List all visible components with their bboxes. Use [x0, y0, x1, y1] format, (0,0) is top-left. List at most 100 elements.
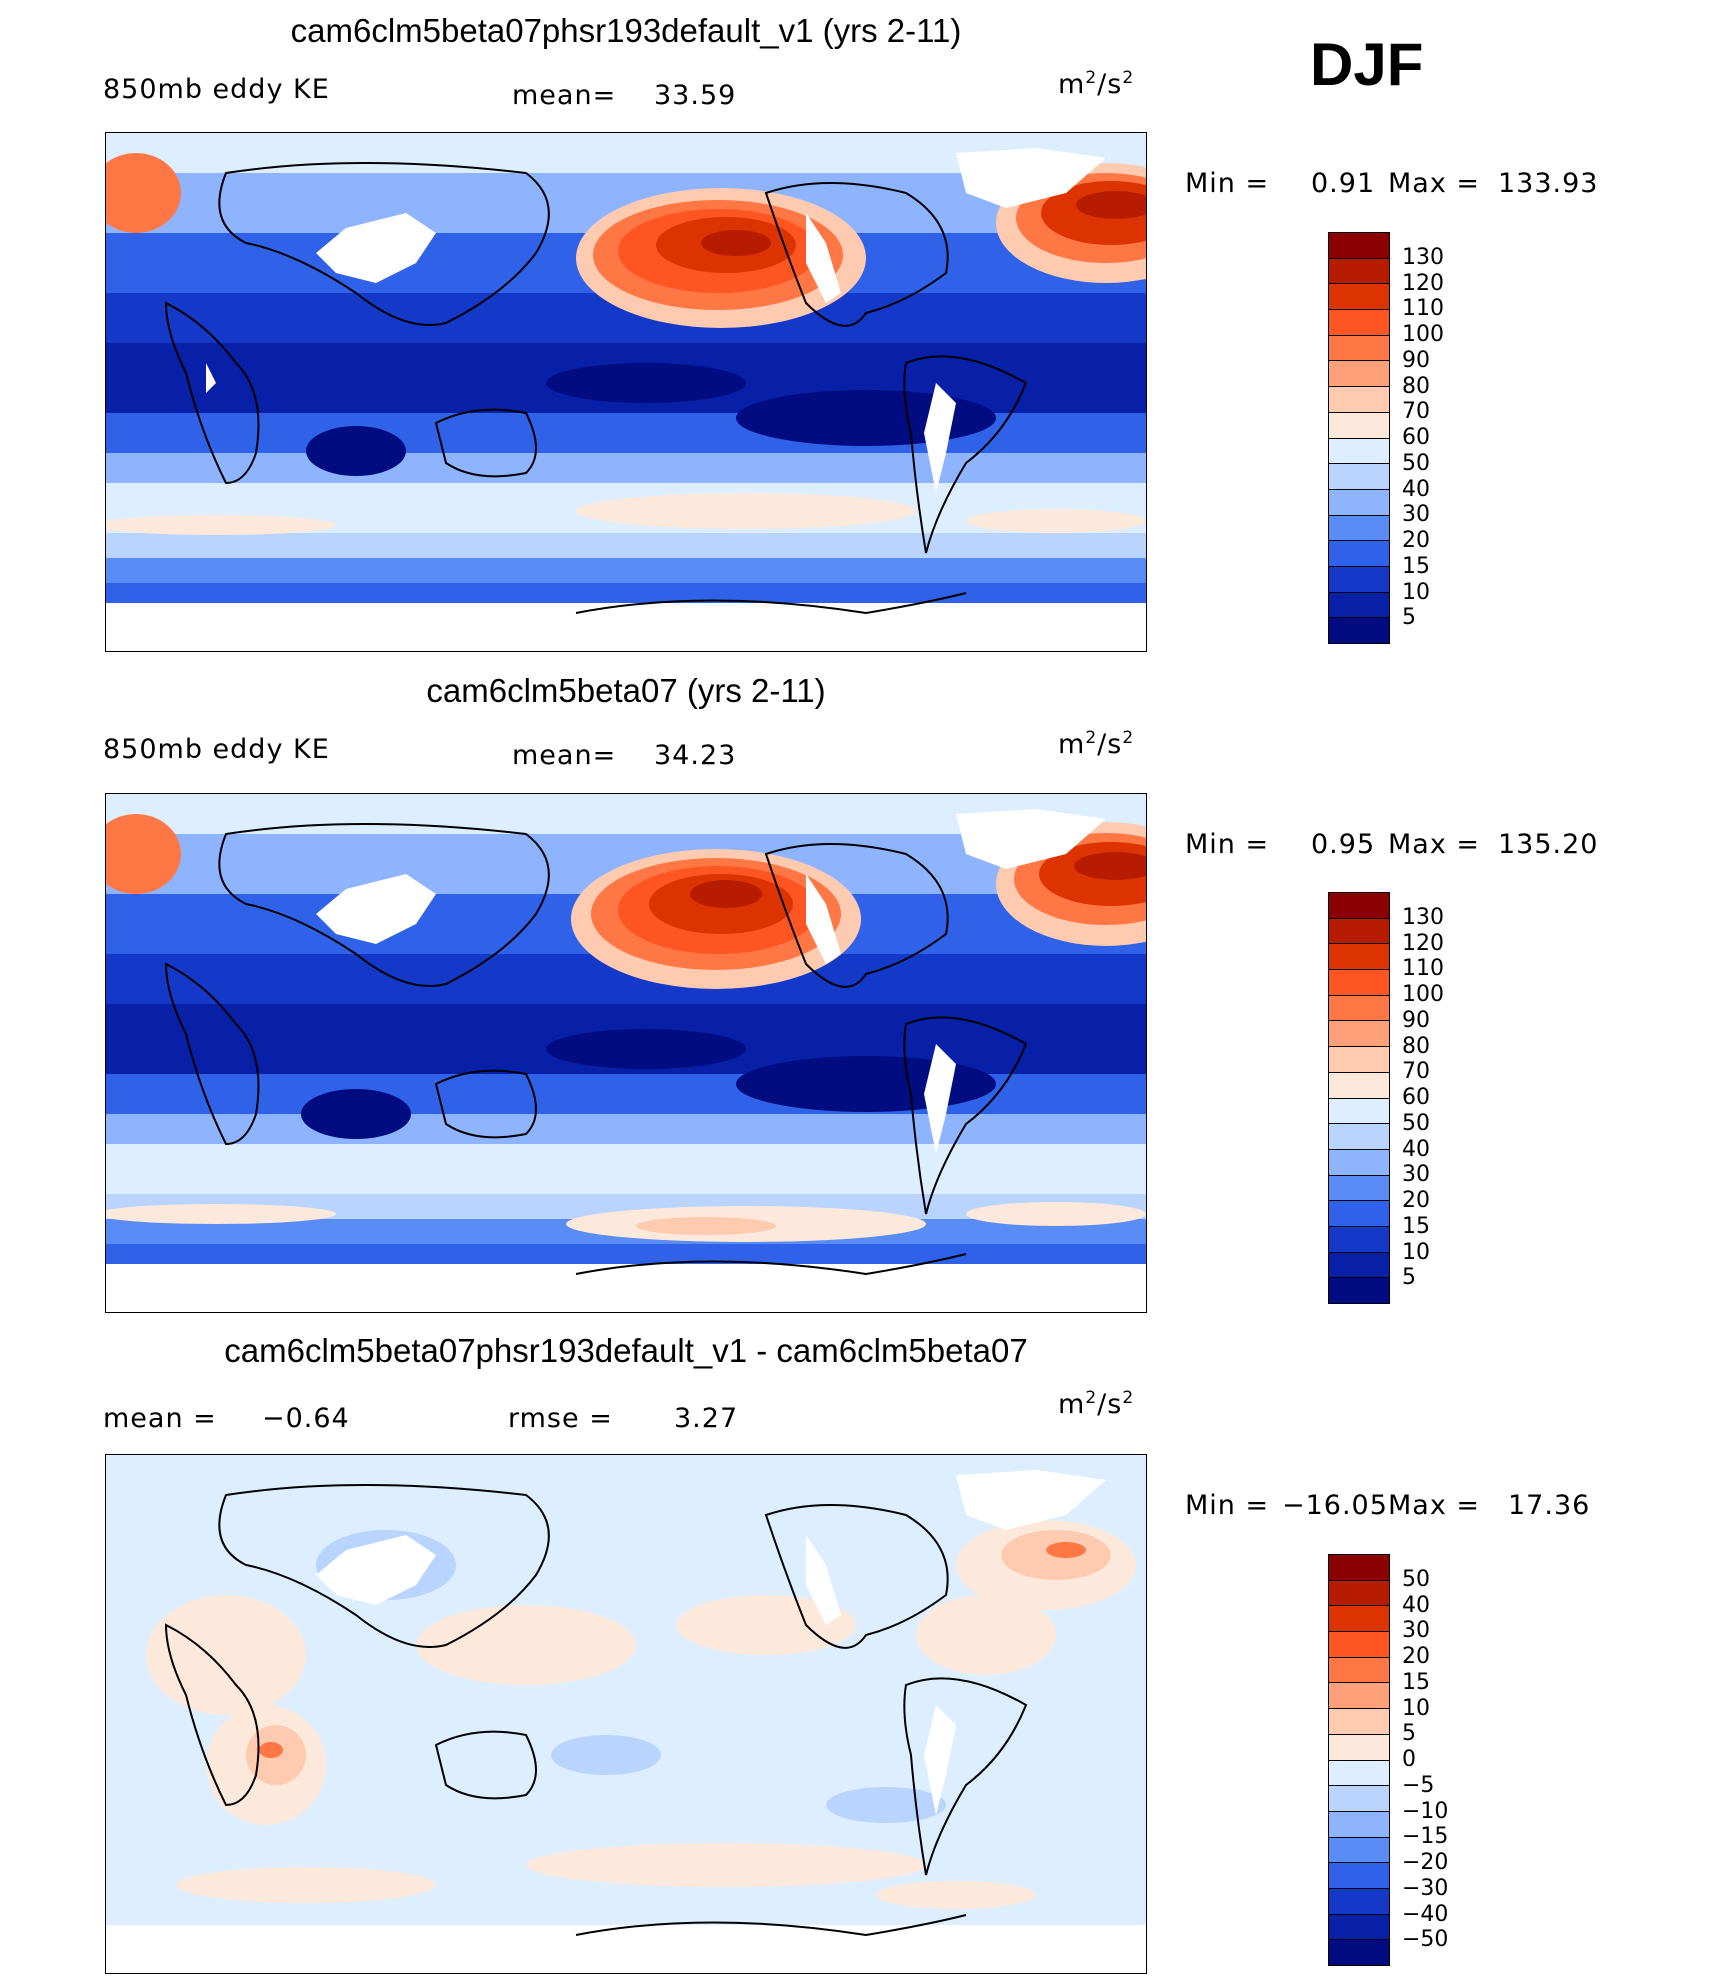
- panel2-colorbar-tick-label: 5: [1402, 1265, 1416, 1291]
- panel1-colorbar-swatch: [1329, 284, 1389, 311]
- panel2-colorbar-tick-label: 100: [1402, 982, 1444, 1007]
- panel3-colorbar-swatch: [1329, 1837, 1389, 1864]
- panel1-colorbar-tick-label: 20: [1402, 528, 1430, 553]
- panel2-title: cam6clm5beta07 (yrs 2-11): [426, 672, 826, 709]
- panel3-colorbar-swatch: [1329, 1606, 1389, 1633]
- panel1-colorbar-swatch: [1329, 592, 1389, 619]
- panel3-mean-value: −0.64: [262, 1403, 350, 1434]
- panel3-colorbar-swatch: [1329, 1760, 1389, 1787]
- panel3-colorbar-tick-label: 15: [1402, 1669, 1430, 1695]
- panel2-min-label: Min =: [1185, 829, 1270, 860]
- panel1-colorbar-labels: 130 120 110 100 90 80 70 60 50 40 30 20 15 10 5: [1402, 232, 1482, 644]
- panel1-colorbar-tick-label: 120: [1402, 270, 1444, 296]
- panel1-colorbar-swatch: [1329, 438, 1389, 465]
- panel1-colorbar-tick-label: 5: [1402, 605, 1416, 631]
- panel1-colorbar-tick-label: 130: [1402, 244, 1444, 270]
- panel2-colorbar-tick-label: 80: [1402, 1033, 1430, 1059]
- panel2-colorbar-tick-label: 10: [1402, 1239, 1430, 1265]
- panel3-colorbar-tick-label: −40: [1402, 1901, 1449, 1927]
- panel3-colorbar-tick-label: 0: [1402, 1747, 1416, 1772]
- panel1-colorbar-swatch: [1329, 258, 1389, 285]
- panel1-title: cam6clm5beta07phsr193default_v1 (yrs 2-1…: [290, 12, 962, 49]
- panel3-colorbar-swatch: [1329, 1863, 1389, 1889]
- panel2-colorbar-swatch: [1329, 1252, 1389, 1279]
- panel2-colorbar-swatch: [1329, 1072, 1389, 1099]
- panel3-colorbar-swatch: [1329, 1657, 1389, 1684]
- panel3-title: cam6clm5beta07phsr193default_v1 - cam6cl…: [224, 1332, 1028, 1369]
- panel1-colorbar-tick-label: 10: [1402, 579, 1430, 605]
- panel1-mean-label: mean=: [512, 80, 617, 111]
- panel1-colorbar-tick-label: 90: [1402, 347, 1430, 373]
- panel3-max-label: Max =: [1388, 1490, 1481, 1521]
- panel1-colorbar-swatch: [1329, 233, 1389, 259]
- panel1-max-label: Max =: [1388, 168, 1481, 199]
- panel3-colorbar-swatch: [1329, 1940, 1389, 1965]
- panel1-colorbar-tick-label: 60: [1402, 425, 1430, 450]
- panel3-colorbar-swatch: [1329, 1709, 1389, 1735]
- panel2-colorbar-swatch: [1329, 1098, 1389, 1125]
- panel3-field: [106, 1455, 1146, 1973]
- panel3-colorbar-tick-label: 5: [1402, 1721, 1416, 1747]
- panel1-colorbar-swatch: [1329, 335, 1389, 362]
- panel3-rmse-value: 3.27: [674, 1403, 739, 1434]
- panel2-max-value: 135.20: [1498, 829, 1599, 860]
- panel1-map: [105, 132, 1147, 652]
- panel1-colorbar-swatch: [1329, 489, 1389, 516]
- panel2-mean-value: 34.23: [654, 740, 737, 771]
- panel2-colorbar-tick-label: 70: [1402, 1059, 1430, 1085]
- panel1-colorbar-tick-label: 80: [1402, 373, 1430, 399]
- panel1-colorbar-swatch: [1329, 515, 1389, 542]
- panel1-max-value: 133.93: [1498, 168, 1599, 199]
- panel1-colorbar-swatch: [1329, 541, 1389, 567]
- panel1-colorbar-tick-label: 70: [1402, 399, 1430, 425]
- panel3-colorbar-tick-label: −10: [1402, 1798, 1449, 1824]
- panel3-colorbar-tick-label: −30: [1402, 1875, 1449, 1901]
- panel2-units: m2/s2: [1058, 728, 1135, 760]
- panel3-colorbar-tick-label: 20: [1402, 1644, 1430, 1669]
- panel1-units: m2/s2: [1058, 68, 1135, 100]
- panel1-colorbar-tick-label: 15: [1402, 553, 1430, 579]
- panel2-colorbar-tick-label: 90: [1402, 1007, 1430, 1033]
- panel1-colorbar-tick-label: 40: [1402, 476, 1430, 502]
- panel1-colorbar-swatch: [1329, 387, 1389, 413]
- panel2-colorbar-tick-label: 110: [1402, 956, 1444, 982]
- panel3-colorbar-swatch: [1329, 1580, 1389, 1607]
- panel1-variable-label: 850mb eddy KE: [103, 74, 330, 105]
- panel3-colorbar-labels: 50 40 30 20 15 10 5 0 −5 −10 −15 −20 −30 −40 −50: [1402, 1554, 1482, 1966]
- panel2-colorbar-tick-label: 15: [1402, 1213, 1430, 1239]
- panel3-colorbar-swatch: [1329, 1734, 1389, 1761]
- panel2-colorbar-swatch: [1329, 1021, 1389, 1048]
- panel2-map: [105, 793, 1147, 1313]
- panel3-colorbar-tick-label: −20: [1402, 1850, 1449, 1875]
- panel3-rmse-label: rmse =: [508, 1403, 613, 1434]
- panel3-colorbar-swatch: [1329, 1632, 1389, 1658]
- panel2-colorbar-swatch: [1329, 1175, 1389, 1202]
- panel1-colorbar-swatch: [1329, 618, 1389, 643]
- panel1-min-label: Min =: [1185, 168, 1270, 199]
- panel2-colorbar-tick-label: 130: [1402, 904, 1444, 930]
- panel2-colorbar-swatch: [1329, 918, 1389, 945]
- panel3-colorbar-tick-label: 40: [1402, 1592, 1430, 1618]
- panel2-colorbar-labels: 130 120 110 100 90 80 70 60 50 40 30 20 15 10 5: [1402, 892, 1482, 1304]
- panel3-mean-label: mean =: [103, 1403, 217, 1434]
- panel2-colorbar-swatch: [1329, 970, 1389, 996]
- panel2-colorbar-swatch: [1329, 1278, 1389, 1303]
- panel3-colorbar-swatch: [1329, 1555, 1389, 1581]
- panel1-colorbar-swatch: [1329, 464, 1389, 490]
- panel2-max-label: Max =: [1388, 829, 1481, 860]
- panel2-colorbar: [1328, 892, 1390, 1304]
- panel2-min-value: 0.95: [1311, 829, 1376, 860]
- panel2-colorbar-tick-label: 20: [1402, 1188, 1430, 1213]
- panel3-colorbar-swatch: [1329, 1786, 1389, 1812]
- panel2-colorbar-swatch: [1329, 1201, 1389, 1227]
- panel1-colorbar-swatch: [1329, 310, 1389, 336]
- panel2-mean-label: mean=: [512, 740, 617, 771]
- panel3-colorbar-tick-label: 10: [1402, 1695, 1430, 1721]
- panel2-colorbar-swatch: [1329, 1226, 1389, 1253]
- panel3-colorbar-swatch: [1329, 1683, 1389, 1710]
- panel3-colorbar: [1328, 1554, 1390, 1966]
- panel3-units: m2/s2: [1058, 1388, 1135, 1420]
- panel1-colorbar-tick-label: 110: [1402, 296, 1444, 322]
- panel1-colorbar-tick-label: 50: [1402, 450, 1430, 476]
- panel2-colorbar-tick-label: 40: [1402, 1136, 1430, 1162]
